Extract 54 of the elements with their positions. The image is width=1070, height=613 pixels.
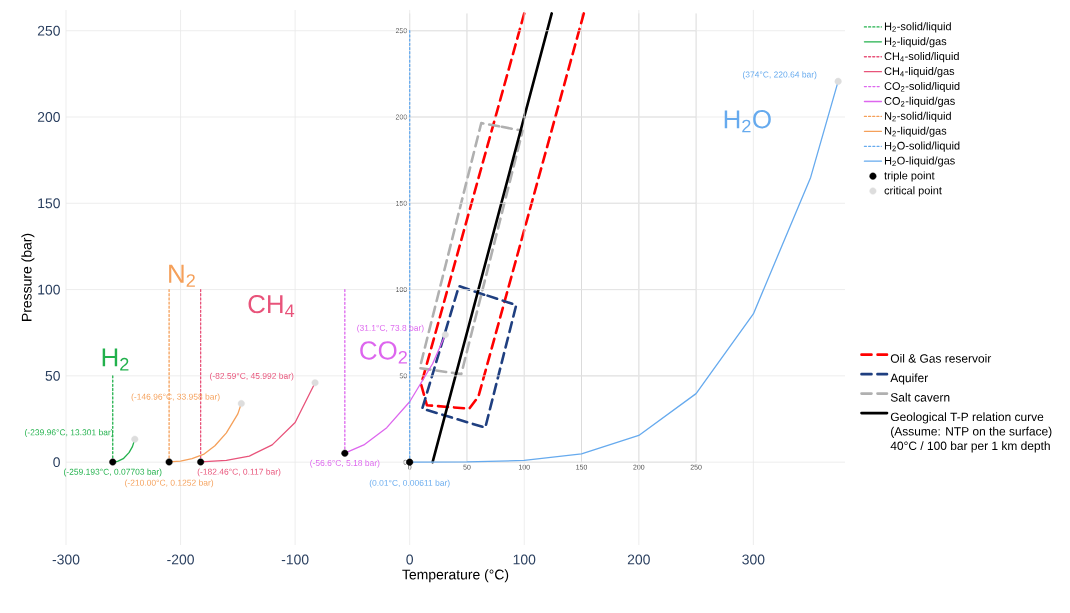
legend-label: triple point	[884, 171, 935, 182]
x-tick-label: -100	[281, 554, 309, 565]
annotation: (-182.46°C, 0.117 bar)	[197, 468, 281, 477]
annotation: (374°C, 220.64 bar)	[742, 71, 817, 80]
legend-label: CO$_{2}$-liquid/gas	[884, 96, 955, 108]
annotation: H$_{2}$	[102, 348, 129, 371]
x-tick-label: 200	[627, 554, 650, 565]
legend-label: Aquifer	[890, 373, 928, 385]
x-axis-title: Temperature (°C)	[402, 569, 509, 583]
annotation: (0.01°C, 0.00611 bar)	[369, 479, 450, 488]
annotation: H$_{2}$O	[724, 110, 771, 133]
annotation: CH$_{4}$	[248, 294, 295, 317]
y-tick-label: 250	[37, 25, 60, 36]
legend-label: CH$_{4}$-liquid/gas	[884, 66, 955, 78]
legend-label: H$_{2}$-liquid/gas	[884, 37, 947, 48]
annotation: (-259.193°C, 0.07703 bar)	[64, 468, 162, 477]
point	[197, 458, 205, 466]
point	[109, 458, 117, 466]
annotation: CO$_{2}$	[360, 341, 407, 364]
x-tick-label: 0	[406, 554, 414, 565]
legend-label: critical point	[884, 186, 942, 197]
legend-label: Oil & Gas reservoir	[890, 353, 992, 363]
point	[311, 379, 319, 387]
y-tick-label: 50	[45, 370, 60, 381]
annotation: N$_{2}$	[169, 264, 195, 287]
annotation: (-210.00°C, 0.1252 bar)	[125, 479, 214, 488]
y-tick-label: 150	[38, 198, 60, 209]
annotation: (-56.6°C, 5.18 bar)	[310, 459, 380, 468]
legend-label: N$_{2}$-solid/liquid	[884, 111, 951, 122]
y-tick-label: 200	[37, 112, 60, 122]
x-tick-label: 300	[742, 554, 765, 565]
x-tick-label: -200	[167, 554, 194, 565]
annotation: (-146.96°C, 33.958 bar)	[131, 393, 220, 402]
point	[441, 331, 449, 339]
x-tick-label: 100	[513, 554, 536, 565]
legend-label: CO$_{2}$-solid/liquid	[884, 81, 960, 93]
annotation: (-82.59°C, 45.992 bar)	[210, 372, 294, 381]
point	[341, 449, 349, 457]
point	[834, 77, 842, 85]
legend-label: CH$_{4}$-solid/liquid	[884, 52, 959, 63]
legend-label: Geological T-P relation curve (Assume: NTP on the surface) 40°C / 100 bar per 1 km depth	[890, 412, 1052, 453]
legend-label: Salt cavern	[890, 392, 950, 402]
point	[131, 435, 139, 443]
point	[237, 400, 245, 408]
legend-label: H$_{2}$O-liquid/gas	[884, 156, 955, 167]
legend-label: N$_{2}$-liquid/gas	[884, 126, 947, 137]
y-axis-title: Pressure (bar)	[21, 233, 35, 321]
legend-label: H$_{2}$-solid/liquid	[884, 22, 951, 33]
annotation: (-239.96°C, 13.301 bar)	[25, 429, 114, 437]
legend-label: H$_{2}$O-solid/liquid	[884, 141, 960, 152]
point	[165, 458, 173, 466]
y-tick-label: 100	[38, 284, 60, 295]
annotation: (31.1°C, 73.8 bar)	[357, 324, 424, 333]
x-tick-label: -300	[52, 554, 80, 565]
